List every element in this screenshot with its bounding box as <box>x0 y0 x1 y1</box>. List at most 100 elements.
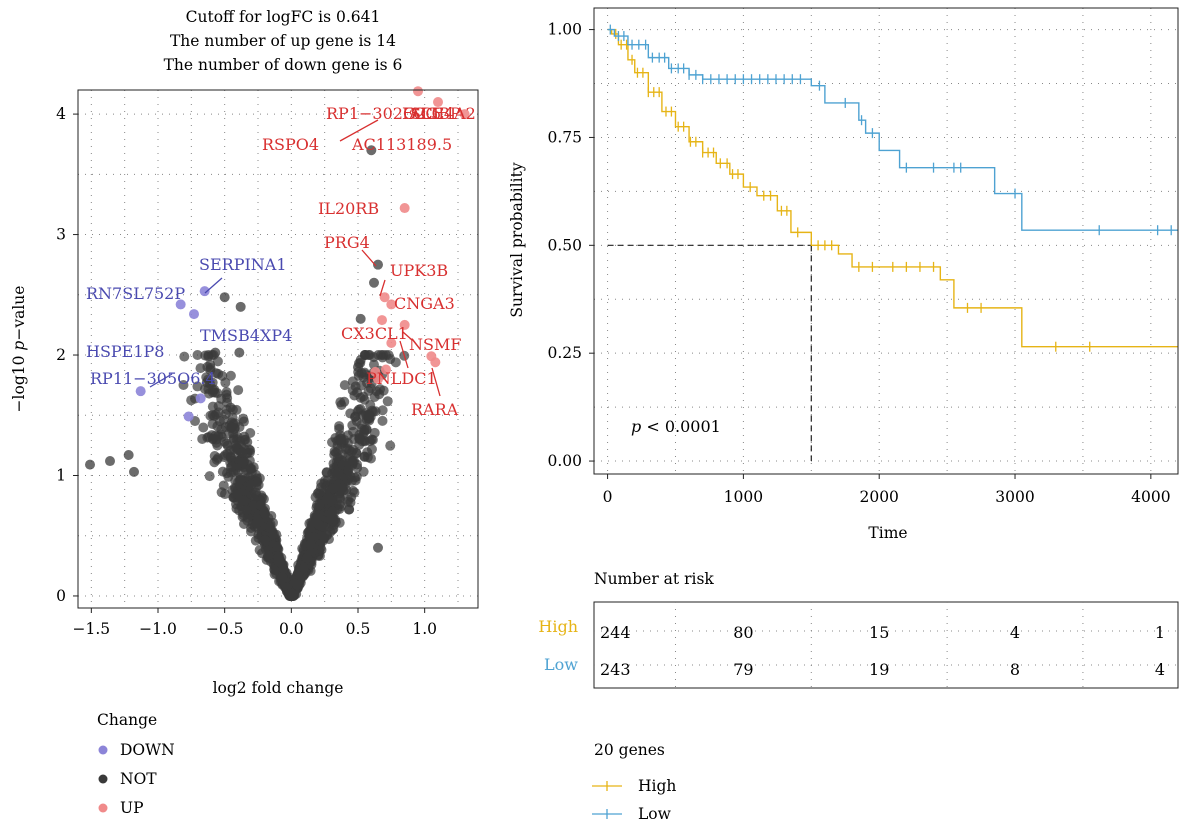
leader-line-nsmf <box>402 331 413 341</box>
volcano-point-not-bg <box>272 541 283 552</box>
volcano-point-not-bg <box>369 427 380 438</box>
volcano-legend: Change DOWN NOT UP <box>97 711 175 817</box>
volcano-point-not-bg <box>377 405 388 416</box>
risk-value-low-1: 79 <box>733 660 753 679</box>
gene-label-cx3cl1: CX3CL1 <box>341 324 408 343</box>
risk-value-high-1: 80 <box>733 623 753 642</box>
volcano-point-not-bg <box>334 423 345 434</box>
volcano-point-not-bg <box>339 434 350 445</box>
gene-label-fcgbp: FCGBP <box>402 104 461 123</box>
volcano-point-not-bg <box>365 400 376 411</box>
volcano-point-not-bg <box>375 384 386 395</box>
volcano-point-not-bg <box>203 374 214 385</box>
volcano-point-not-12 <box>355 313 366 324</box>
volcano-point-not-bg <box>213 407 224 418</box>
volcano-axes: −1.5 −1.0 −0.5 0.0 0.5 1.0 0 1 2 3 4 <box>56 105 437 638</box>
volcano-point-not-10 <box>129 466 139 477</box>
volcano-gridlines <box>78 90 478 608</box>
volcano-point-not-bg <box>209 387 220 398</box>
survival-x-tick-label-4: 4000 <box>1131 488 1170 506</box>
volcano-point-not-bg <box>264 522 275 533</box>
survival-y-tick-label-0: 0.00 <box>547 452 582 470</box>
leader-line-rspo4 <box>339 119 379 142</box>
legend-not-swatch <box>98 774 108 784</box>
volcano-point-up-0 <box>459 109 470 120</box>
risk-row-label-low: Low <box>544 655 578 674</box>
volcano-point-up-8 <box>386 337 397 348</box>
volcano-point-not-bg <box>361 424 372 435</box>
volcano-point-not-0 <box>366 145 377 156</box>
volcano-point-not-bg <box>340 444 351 455</box>
legend-low-label: Low <box>638 805 672 823</box>
volcano-point-not-bg <box>232 489 243 500</box>
volcano-point-not-bg <box>192 350 203 361</box>
survival-x-tick-label-2: 2000 <box>859 488 898 506</box>
volcano-point-not-bg <box>314 499 325 510</box>
legend-up-label: UP <box>120 799 144 817</box>
volcano-x-tick-label-3: 0.0 <box>279 620 304 638</box>
gene-label-ace: ACE <box>408 104 444 123</box>
survival-legend: 20 genes High Low <box>592 741 676 823</box>
volcano-point-not-bg <box>216 424 227 435</box>
volcano-point-not-bg <box>286 588 297 599</box>
volcano-point-not-1 <box>373 259 383 270</box>
volcano-point-not-13 <box>359 350 370 361</box>
volcano-point-not-bg <box>178 380 189 391</box>
volcano-point-not-bg <box>342 496 353 507</box>
volcano-point-not-7 <box>85 459 95 470</box>
legend-high-label: High <box>638 777 676 795</box>
volcano-title-line-3: The number of down gene is 6 <box>164 56 403 74</box>
survival-y-tick-label-3: 0.75 <box>547 128 582 146</box>
gene-label-tmsb4xp4: TMSB4XP4 <box>200 326 292 345</box>
volcano-point-not-bg <box>327 506 338 517</box>
volcano-point-not-11 <box>373 542 383 553</box>
volcano-y-tick-label-4: 4 <box>56 105 66 123</box>
legend-down-swatch <box>98 745 108 755</box>
survival-x-tick-label-3: 3000 <box>995 488 1034 506</box>
volcano-point-not-bg <box>298 562 309 573</box>
volcano-point-not-bg <box>345 408 356 419</box>
volcano-point-down-4 <box>195 393 206 404</box>
volcano-point-not-6 <box>234 347 245 358</box>
gene-label-rp11-305o6-4: RP11−305O6.4 <box>90 369 216 388</box>
volcano-x-tick-label-2: −0.5 <box>206 620 244 638</box>
gene-label-ac113189-5: AC113189.5 <box>351 135 452 154</box>
volcano-point-not-bg <box>292 579 303 590</box>
leader-line-pnldc1 <box>399 340 409 369</box>
volcano-point-not-bg <box>216 487 227 498</box>
leader-line-prg4 <box>361 249 377 267</box>
volcano-point-not-bg <box>347 420 358 431</box>
volcano-point-not-bg <box>334 499 345 510</box>
volcano-point-not-bg <box>211 454 222 465</box>
survival-x-axis-title: Time <box>868 524 907 542</box>
legend-not-label: NOT <box>120 770 157 788</box>
volcano-point-down-0 <box>175 299 186 310</box>
volcano-point-not-bg <box>385 440 396 451</box>
volcano-point-not-bg <box>237 457 248 468</box>
survival-pvalue: p < 0.0001 <box>631 417 721 436</box>
volcano-point-not-bg <box>222 393 233 404</box>
gene-label-rspo4: RSPO4 <box>262 135 319 154</box>
gene-label-nsmf: NSMF <box>409 335 461 354</box>
volcano-point-not-bg <box>343 465 354 476</box>
volcano-point-up-12 <box>370 366 381 377</box>
volcano-point-not-bg <box>357 410 368 421</box>
volcano-point-not-bg <box>325 514 336 525</box>
volcano-point-not-bg <box>273 556 284 567</box>
gene-label-upk3b: UPK3B <box>390 261 448 280</box>
gene-label-hspe1p8: HSPE1P8 <box>86 342 164 361</box>
volcano-point-up-13 <box>381 364 391 375</box>
volcano-x-tick-label-4: 0.5 <box>346 620 371 638</box>
volcano-legend-title: Change <box>97 711 157 729</box>
volcano-point-not-3 <box>219 292 230 303</box>
volcano-point-not-bg <box>251 518 262 529</box>
volcano-point-not-bg <box>250 487 261 498</box>
volcano-point-not-bg <box>305 539 316 550</box>
volcano-points <box>85 86 470 601</box>
volcano-point-not-bg <box>225 370 236 381</box>
volcano-point-not-bg <box>227 422 238 433</box>
volcano-point-not-bg <box>377 352 388 363</box>
survival-gridlines <box>594 8 1178 474</box>
legend-up-swatch <box>98 803 108 813</box>
